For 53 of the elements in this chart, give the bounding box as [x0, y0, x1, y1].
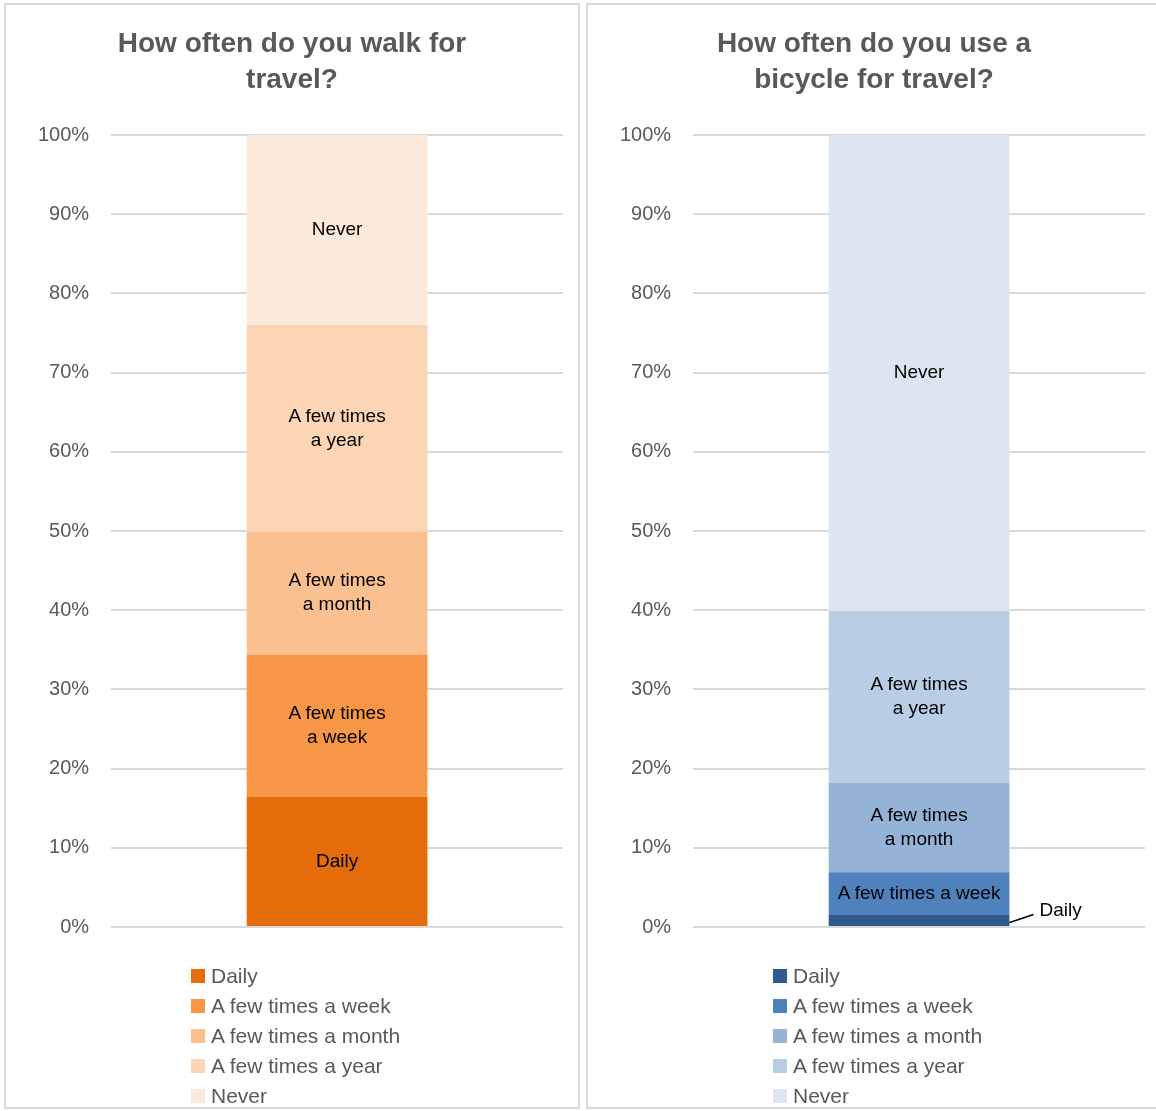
data-label: A few times a year — [288, 404, 386, 450]
legend-label: Daily — [211, 964, 258, 988]
data-label: Never — [311, 218, 364, 240]
y-tick-label: 30% — [49, 676, 90, 699]
data-label: Daily — [315, 849, 359, 871]
bar — [246, 135, 428, 326]
y-tick-label: 0% — [60, 914, 90, 937]
legend-label: Never — [793, 1084, 850, 1108]
y-tick-label: 40% — [631, 597, 672, 620]
bar — [828, 610, 1010, 783]
data-label: Never — [893, 361, 946, 383]
data-label: Daily — [1039, 898, 1083, 920]
y-tick-label: 60% — [631, 439, 672, 462]
y-tick-label: 70% — [49, 360, 90, 383]
legend-label: Never — [211, 1084, 268, 1108]
y-tick-label: 90% — [49, 201, 90, 224]
y-tick-label: 50% — [49, 518, 90, 541]
bar — [828, 135, 1010, 611]
y-tick-label: 50% — [631, 518, 672, 541]
data-label: A few times a year — [870, 673, 968, 719]
legend-label: A few times a year — [793, 1054, 965, 1078]
bar — [828, 782, 1010, 873]
legend-label: Daily — [793, 964, 840, 988]
legend-label: A few times a month — [211, 1024, 401, 1048]
chart-title: How often do you walk for travel? — [116, 26, 468, 96]
y-tick-label: 10% — [631, 835, 672, 858]
data-label: A few times a week — [837, 881, 1001, 903]
y-tick-label: 100% — [38, 122, 90, 145]
bar — [828, 915, 1010, 926]
y-tick-label: 0% — [642, 914, 672, 937]
y-tick-label: 100% — [620, 122, 672, 145]
y-tick-label: 90% — [631, 201, 672, 224]
data-label: A few times a week — [288, 702, 386, 748]
y-tick-label: 70% — [631, 360, 672, 383]
y-tick-label: 10% — [49, 835, 90, 858]
y-tick-label: 60% — [49, 439, 90, 462]
data-label: A few times a month — [870, 803, 968, 849]
bar — [246, 531, 428, 655]
chart-title: How often do you use a bicycle for travel? — [715, 26, 1033, 96]
y-tick-label: 80% — [631, 280, 672, 303]
legend-label: A few times a week — [793, 994, 973, 1018]
y-tick-label: 30% — [631, 676, 672, 699]
bar — [246, 325, 428, 532]
bar — [246, 654, 428, 798]
y-tick-label: 20% — [49, 756, 90, 779]
data-label: A few times a month — [288, 569, 386, 615]
legend-label: A few times a year — [211, 1054, 383, 1078]
legend-label: A few times a month — [793, 1024, 983, 1048]
y-tick-label: 40% — [49, 597, 90, 620]
y-tick-label: 20% — [631, 756, 672, 779]
bar — [246, 797, 428, 926]
y-tick-label: 80% — [49, 280, 90, 303]
legend-label: A few times a week — [211, 994, 391, 1018]
